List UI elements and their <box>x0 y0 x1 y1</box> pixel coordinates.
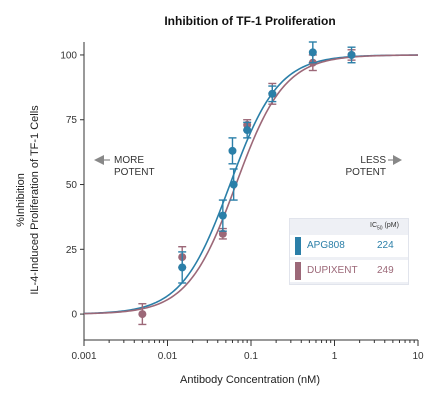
legend: IC50 (pM) APG808 224 DUPIXENT 249 <box>289 218 409 285</box>
more-potent-line1: MORE <box>114 155 144 166</box>
data-point-series-1 <box>138 303 147 326</box>
x-tick-label: 0.1 <box>244 351 258 362</box>
data-point-series-0 <box>347 46 356 64</box>
legend-swatch-dupixent <box>295 262 301 280</box>
y-axis-label-line2: IL-4-Induced Proliferation of TF-1 Cells <box>29 105 41 295</box>
point-marker <box>243 126 252 135</box>
left-arrow-icon <box>94 155 104 165</box>
x-ticks: 0.001 0.01 0.1 1 10 <box>71 340 424 362</box>
fit-curve-series-1 <box>83 54 419 315</box>
less-potent-line2: POTENT <box>345 167 386 178</box>
data-points <box>138 41 356 326</box>
x-tick-label: 1 <box>332 351 338 362</box>
legend-ic50-apg808: 224 <box>377 240 394 251</box>
legend-swatch-apg808 <box>295 237 301 255</box>
y-tick-label: 50 <box>66 180 78 191</box>
legend-item-apg808: APG808 224 <box>290 235 408 257</box>
point-marker <box>229 180 238 189</box>
y-tick-label: 100 <box>60 50 77 61</box>
x-tick-label: 0.001 <box>71 351 96 362</box>
data-point-series-0 <box>308 41 317 64</box>
y-tick-label: 75 <box>66 115 78 126</box>
fit-curves <box>83 54 419 315</box>
point-marker <box>218 211 227 220</box>
y-tick-label: 25 <box>66 245 78 256</box>
point-marker <box>178 263 187 272</box>
right-arrow-icon <box>393 155 402 165</box>
x-tick-label: 10 <box>412 351 424 362</box>
more-potent-annotation: MORE POTENT <box>94 155 155 178</box>
point-marker <box>268 89 277 98</box>
data-point-series-0 <box>178 251 187 284</box>
data-point-series-0 <box>268 85 277 103</box>
point-marker <box>228 146 237 155</box>
legend-ic50-dupixent: 249 <box>377 265 394 276</box>
y-ticks: 0 25 50 75 100 <box>60 50 84 321</box>
less-potent-annotation: LESS POTENT <box>345 155 402 178</box>
y-axis-label-line1: %Inhibition <box>15 173 27 227</box>
more-potent-line2: POTENT <box>114 167 155 178</box>
legend-item-dupixent: DUPIXENT 249 <box>290 260 408 282</box>
point-marker <box>308 48 317 57</box>
data-point-series-0 <box>228 137 237 165</box>
y-tick-label: 0 <box>71 310 77 321</box>
point-marker <box>138 310 147 319</box>
data-point-series-0 <box>229 168 238 201</box>
x-axis-label: Antibody Concentration (nM) <box>180 374 320 386</box>
legend-label-dupixent: DUPIXENT <box>307 265 358 276</box>
data-point-series-0 <box>243 121 252 139</box>
point-marker <box>347 50 356 59</box>
legend-header: IC50 (pM) <box>370 222 399 232</box>
data-point-series-0 <box>218 199 227 232</box>
less-potent-line1: LESS <box>360 155 386 166</box>
legend-label-apg808: APG808 <box>307 240 345 251</box>
x-tick-label: 0.01 <box>158 351 178 362</box>
chart-title: Inhibition of TF-1 Proliferation <box>164 14 335 28</box>
